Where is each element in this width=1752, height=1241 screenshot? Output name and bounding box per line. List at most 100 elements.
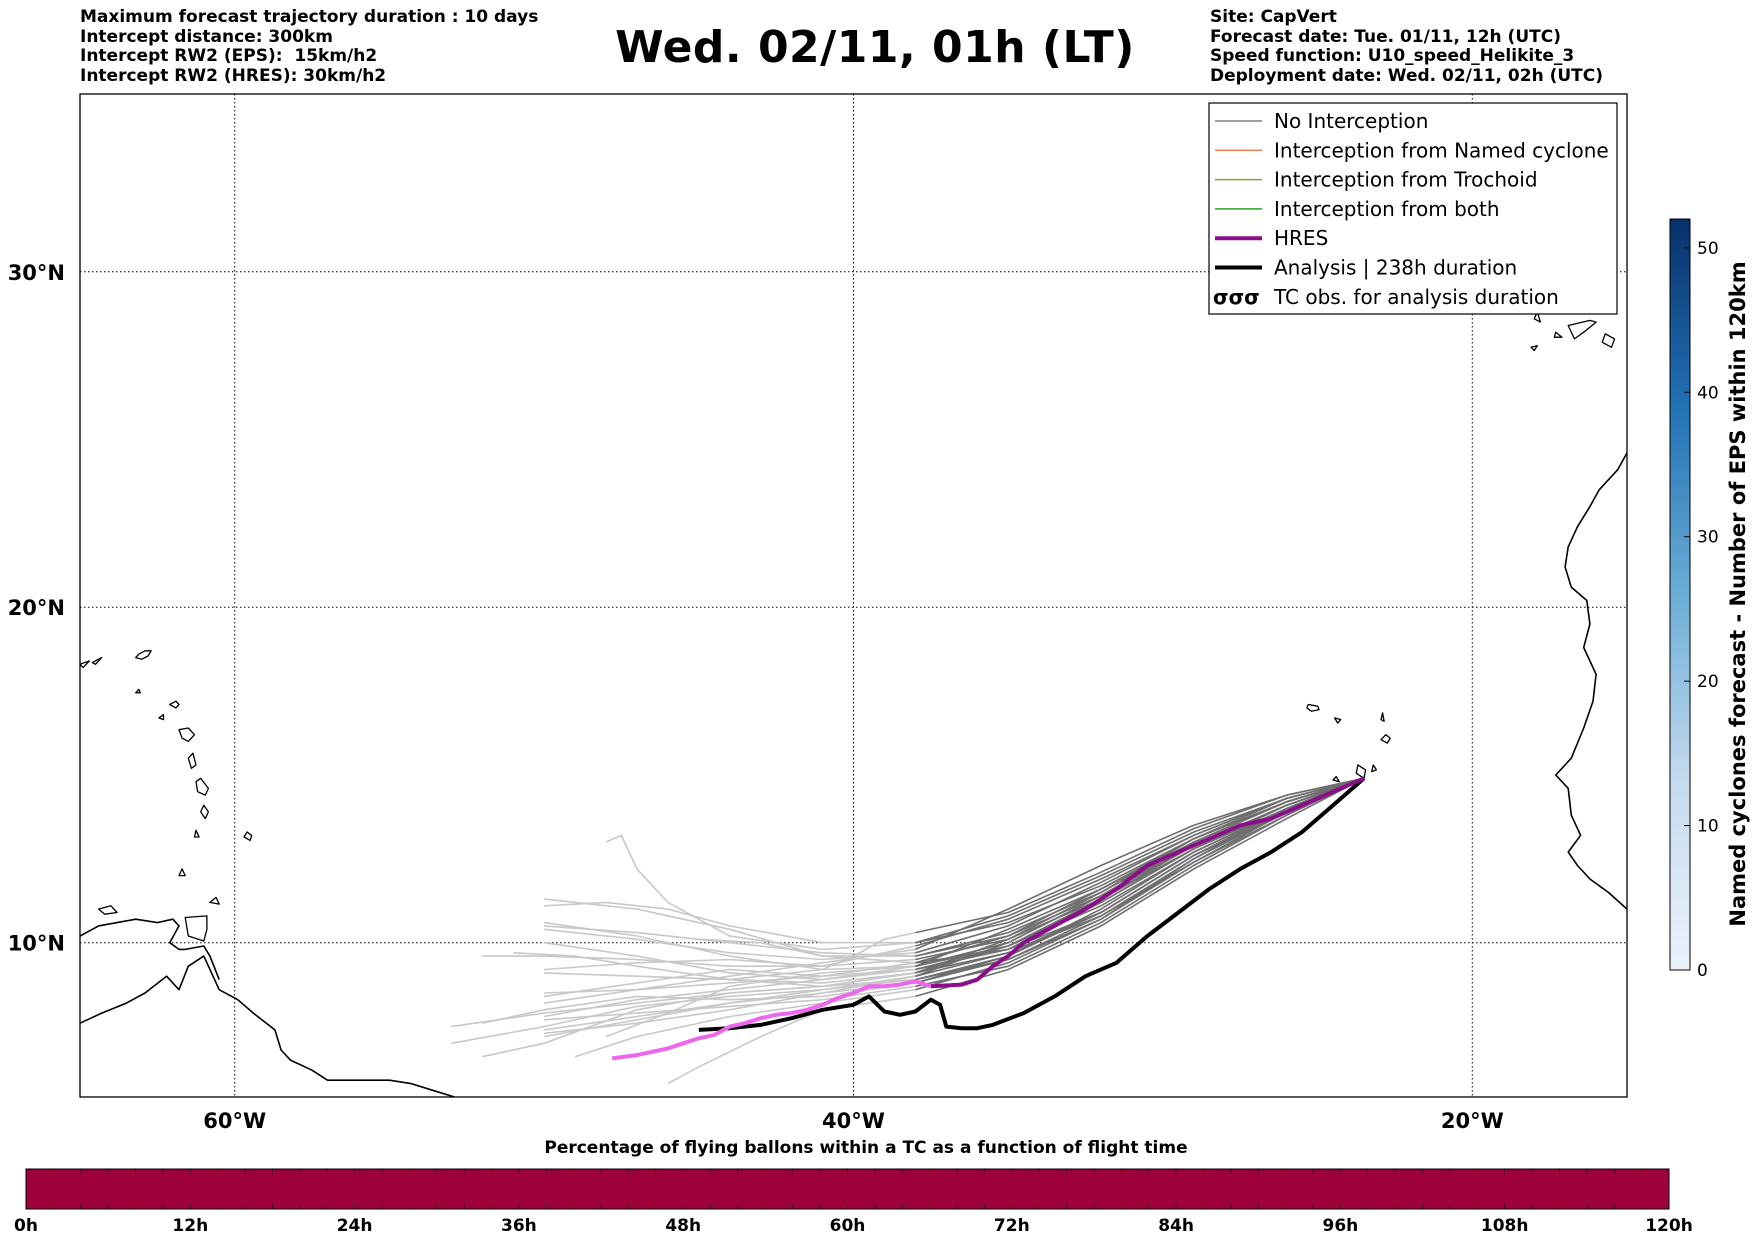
cape-verde-island	[1333, 717, 1342, 724]
ensemble-track-late	[544, 901, 916, 944]
map-legend: No Interception Interception from Named c…	[1208, 102, 1618, 315]
caribbean-island	[97, 905, 118, 915]
legend-label: HRES	[1274, 226, 1328, 250]
colorbar-tick-label: 10	[1697, 817, 1719, 837]
caribbean-island	[200, 804, 210, 820]
caribbean-island	[193, 829, 200, 838]
page-title: Wed. 02/11, 01h (LT)	[0, 22, 1752, 73]
ensemble-track-late	[544, 945, 916, 971]
bottom-colorbar-tick-label: 84h	[1158, 1216, 1194, 1236]
cape-verde-island	[1371, 764, 1378, 773]
caribbean-island	[195, 777, 210, 796]
caribbean-island	[187, 752, 197, 769]
legend-label: No Interception	[1274, 109, 1428, 133]
caribbean-island	[135, 650, 152, 660]
ensemble-track-late	[544, 985, 916, 1021]
caribbean-island	[178, 868, 186, 877]
cape-verde-island	[1380, 712, 1385, 722]
ensemble-track-late	[543, 965, 916, 1018]
ensemble-track-late	[544, 928, 916, 961]
ensemble-track-early	[915, 777, 1365, 934]
lat-tick-label: 30°N	[8, 261, 65, 285]
ensemble-track-late	[482, 978, 916, 1058]
deployment-date: Deployment date: Wed. 02/11, 02h (UTC)	[1210, 65, 1604, 86]
ensemble-track-late	[482, 955, 916, 968]
caribbean-island	[135, 688, 141, 694]
trajectory-tracks	[451, 776, 1366, 1085]
map-axis-labels: 60°W 40°W 20°W 30°N 20°N 10°N	[8, 261, 1504, 1133]
bottom-colorbar-tick-label: 24h	[337, 1216, 373, 1236]
lat-tick-label: 10°N	[8, 932, 65, 956]
ensemble-track-late	[667, 995, 916, 1085]
colorbar-tick-label: 40	[1697, 383, 1719, 403]
bottom-colorbar-tick-label: 120h	[1645, 1216, 1693, 1236]
map-frame	[79, 93, 1628, 1098]
bottom-colorbar-tick-label: 0h	[14, 1216, 38, 1236]
caribbean-island	[158, 713, 165, 721]
bottom-colorbar-tick-label: 60h	[830, 1216, 866, 1236]
legend-label: Interception from both	[1274, 197, 1500, 221]
title-text: Wed. 02/11, 01h (LT)	[615, 22, 1135, 73]
colorbar-tick-label: 50	[1697, 239, 1719, 259]
bottom-colorbar-bar	[25, 1168, 1670, 1210]
hres-track-late	[611, 979, 932, 1061]
ensemble-track-late	[729, 931, 916, 981]
bottom-colorbar-tick-label: 12h	[172, 1216, 208, 1236]
caribbean-island	[169, 700, 180, 709]
lon-tick-label: 60°W	[203, 1109, 266, 1133]
legend-label: TC obs. for analysis duration	[1273, 285, 1559, 309]
ensemble-track-late	[544, 925, 916, 957]
ensemble-track-late	[574, 988, 916, 1058]
lat-tick-label: 20°N	[8, 596, 65, 620]
canary-island	[1643, 315, 1658, 332]
ensemble-track-early	[915, 777, 1365, 988]
forecast-parameters: Maximum forecast trajectory duration : 1…	[80, 7, 539, 86]
site-info: Site: CapVert Forecast date: Tue. 01/11,…	[1210, 7, 1604, 86]
colorbar-tick-label: 30	[1697, 528, 1719, 548]
lon-tick-label: 20°W	[1441, 1109, 1504, 1133]
canary-island	[1601, 333, 1616, 348]
south-america-coast	[80, 955, 455, 1097]
bottom-colorbar-tick-label: 96h	[1323, 1216, 1359, 1236]
tc-percentage-colorbar: Percentage of flying ballons within a TC…	[14, 1138, 1693, 1236]
legend-box	[1208, 102, 1618, 315]
site-name: Site: CapVert	[1210, 7, 1337, 27]
ensemble-track-late	[544, 962, 916, 994]
bottom-colorbar-tick-label: 72h	[994, 1216, 1030, 1236]
ensemble-track-late	[605, 834, 916, 951]
ensemble-track-late	[544, 975, 916, 1035]
param-intercept-distance: Intercept distance: 300km	[80, 26, 333, 47]
colorbar-tick-label: 0	[1697, 961, 1708, 981]
legend-label: Analysis | 238h duration	[1274, 256, 1517, 280]
param-intercept-eps: Intercept RW2 (EPS): 15km/h2	[80, 46, 378, 66]
cape-verde-island	[1306, 703, 1320, 712]
analysis-track	[698, 776, 1366, 1032]
tc-obs-symbol: σσσ	[1213, 285, 1260, 309]
legend-label: Interception from Named cyclone	[1274, 138, 1609, 162]
cape-verde-island	[1332, 775, 1340, 783]
colorbar-gradient	[1669, 218, 1691, 971]
ensemble-track-late	[543, 941, 916, 981]
west-africa-coast	[1555, 452, 1627, 910]
legend-label: Interception from Trochoid	[1274, 168, 1538, 192]
canary-island	[1530, 344, 1538, 352]
named-cyclones-colorbar: Named cyclones forecast - Number of EPS …	[1669, 218, 1750, 981]
cape-verde-island	[1355, 764, 1367, 779]
param-max-duration: Maximum forecast trajectory duration : 1…	[80, 7, 539, 27]
coastlines	[80, 311, 1658, 1097]
ensemble-track-late	[605, 965, 916, 1038]
bottom-colorbar-label: Percentage of flying ballons within a TC…	[544, 1138, 1187, 1158]
ensemble-track-early	[915, 777, 1365, 998]
ensemble-track-early	[915, 777, 1365, 957]
bottom-colorbar-tick-label: 48h	[665, 1216, 701, 1236]
bottom-colorbar-tick-label: 108h	[1481, 1216, 1529, 1236]
lon-tick-label: 40°W	[822, 1109, 885, 1133]
bottom-colorbar-tick-label: 36h	[501, 1216, 537, 1236]
caribbean-island	[178, 727, 196, 743]
caribbean-island	[243, 831, 253, 842]
caribbean-island	[209, 896, 220, 905]
caribbean-island	[184, 915, 208, 942]
ensemble-track-late	[513, 952, 916, 988]
venezuela-coast	[80, 918, 220, 980]
